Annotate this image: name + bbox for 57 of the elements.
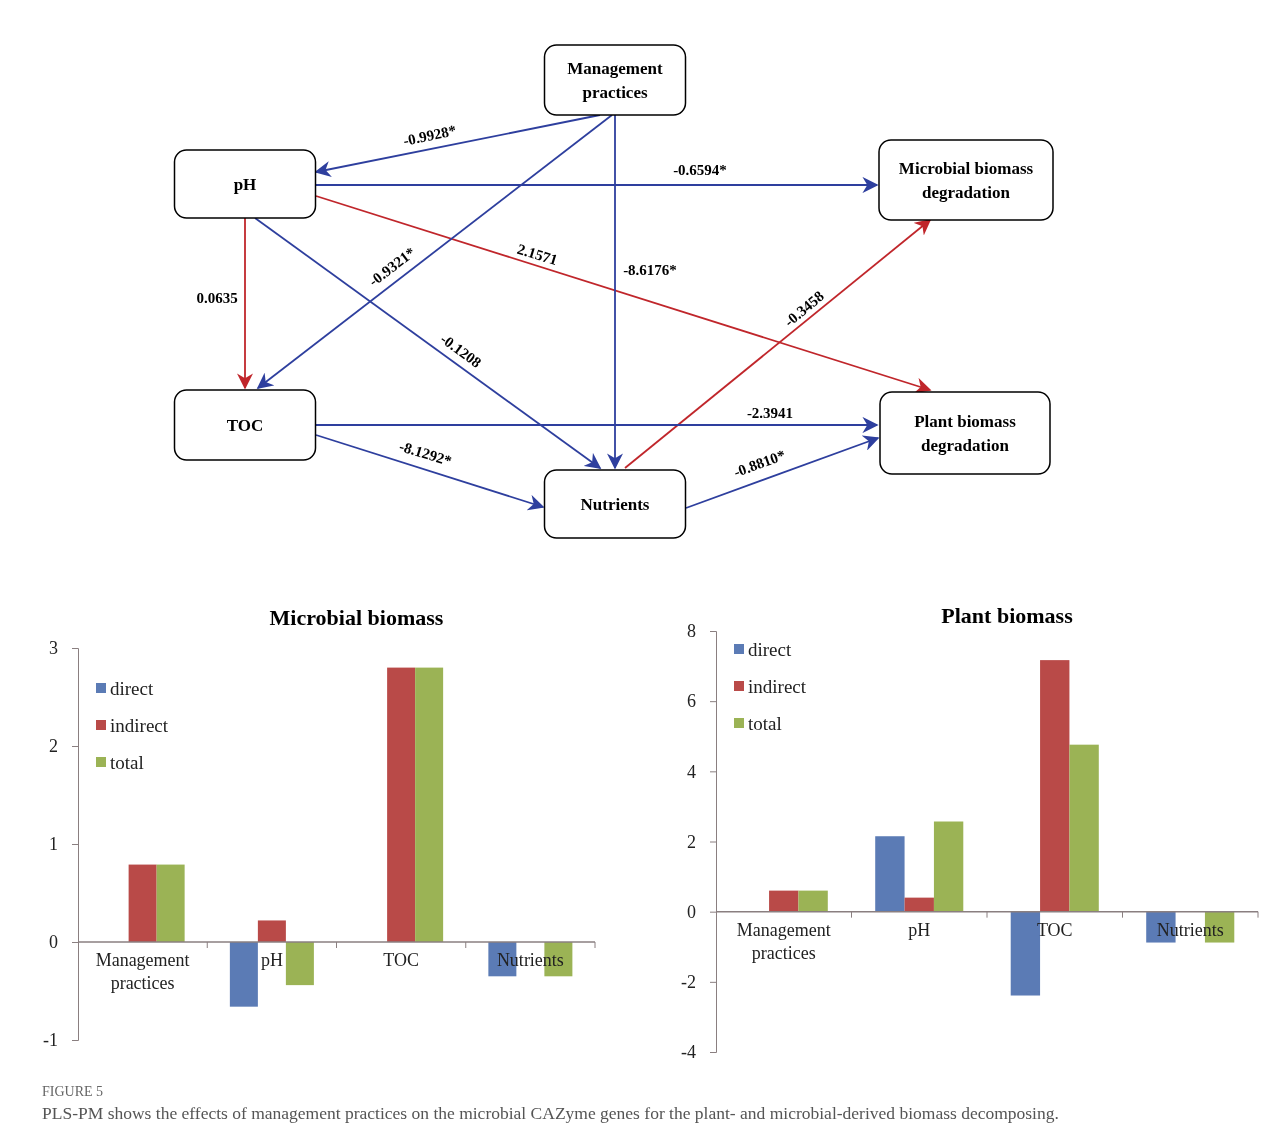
bar [875, 836, 905, 912]
y-tick-label: -2 [681, 972, 696, 993]
y-tick-label: 2 [687, 831, 696, 852]
legend-label: total [110, 751, 144, 773]
x-tick-label: pH [908, 919, 931, 940]
text: -0.6594* [673, 162, 727, 179]
x-tick-label: Management practices [95, 950, 190, 993]
chart-title: Plant biomass [941, 603, 1074, 628]
bar [415, 667, 444, 942]
x-tick-label: pH [260, 950, 283, 970]
text: 2.1571 [515, 240, 560, 269]
y-tick-label: 8 [687, 621, 696, 642]
bar [156, 864, 185, 942]
y-tick-label: 6 [687, 691, 696, 712]
x-tick-label: Management practices [736, 919, 831, 963]
legend-label: indirect [748, 675, 807, 697]
text: -0.9928* [401, 122, 458, 149]
x-tick-label: TOC [383, 950, 419, 970]
y-tick-label: 2 [49, 736, 58, 757]
bar [1040, 660, 1070, 912]
y-tick-label: 4 [687, 761, 696, 782]
y-tick-label: -1 [43, 1030, 58, 1051]
category-label: pH [233, 174, 257, 194]
category-label: Nutrients [580, 494, 650, 514]
bar [798, 890, 828, 912]
category-label: Microbial biomass degradation [898, 158, 1034, 202]
bar [257, 920, 286, 942]
category-label: TOC [226, 415, 264, 435]
chart-title: Microbial biomass [269, 605, 444, 630]
y-tick-label: 3 [49, 638, 58, 659]
bar [933, 821, 964, 912]
bar [904, 897, 934, 912]
bar [285, 942, 314, 986]
legend-label: total [748, 712, 782, 734]
x-tick-label: Nutrients [496, 950, 564, 970]
legend-label: direct [110, 677, 154, 699]
text: -8.1292* [397, 438, 454, 470]
bar [387, 667, 416, 942]
x-tick-label: Nutrients [1156, 919, 1224, 940]
text: -0.8810* [731, 446, 788, 481]
y-tick-label: 0 [49, 932, 58, 953]
bar [229, 942, 258, 1007]
caption: FIGURE 5 [42, 1084, 104, 1099]
category-label: Management practices [567, 58, 664, 102]
legend-label: indirect [110, 714, 169, 736]
bar [1069, 744, 1099, 912]
legend-label: direct [748, 638, 792, 660]
y-tick-label: 0 [687, 901, 696, 922]
text: PLS-PM shows the effects of management practices on the microbial CAZyme genes for the plant- and microbial-derived biomass decomposing. [42, 1103, 1059, 1123]
text: -2.3941 [746, 405, 794, 422]
y-tick-label: -4 [681, 1042, 696, 1063]
y-tick-label: 1 [49, 834, 58, 855]
text: 0.0635 [196, 290, 238, 307]
bar [128, 864, 157, 942]
text: -8.6176* [623, 262, 677, 279]
category-label: Plant biomass degradation [914, 411, 1017, 455]
bar [769, 890, 799, 912]
